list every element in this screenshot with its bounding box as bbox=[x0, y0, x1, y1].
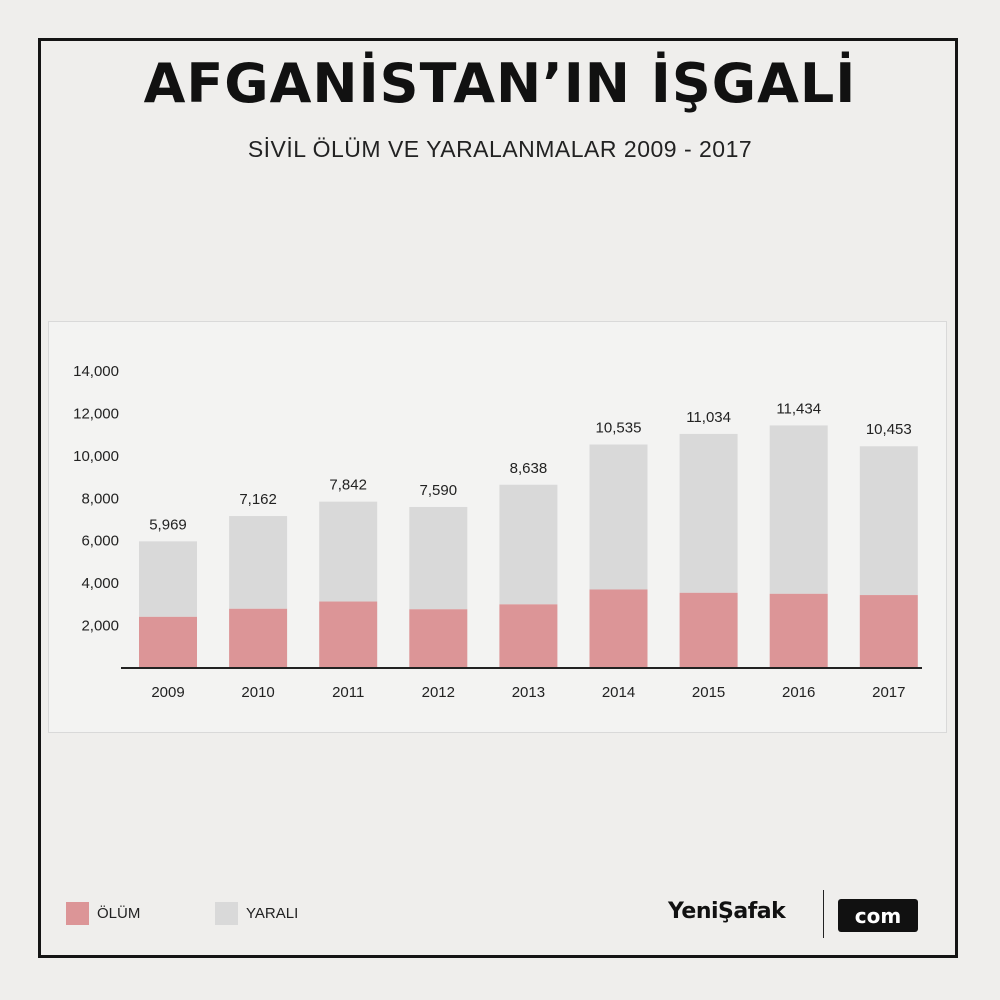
bar-segment-injured bbox=[679, 433, 738, 593]
bar-total-label: 7,590 bbox=[420, 482, 458, 499]
legend-item-injured: YARALI bbox=[215, 902, 298, 925]
x-tick-label: 2010 bbox=[241, 684, 274, 701]
y-tick-label: 2,000 bbox=[81, 618, 119, 635]
y-tick-label: 10,000 bbox=[73, 448, 119, 465]
bar-segment-injured bbox=[499, 484, 558, 605]
brand-tag: com bbox=[838, 899, 918, 932]
bar-segment-injured bbox=[229, 516, 288, 609]
bar-segment-death bbox=[409, 609, 468, 668]
chart-subtitle: SİVİL ÖLÜM VE YARALANMALAR 2009 - 2017 bbox=[247, 136, 753, 162]
bar-segment-injured bbox=[319, 501, 378, 602]
page-title: AFGANİSTAN’IN İŞGALİ bbox=[143, 52, 857, 115]
x-tick-label: 2017 bbox=[872, 684, 905, 701]
outer-frame bbox=[38, 38, 958, 958]
legend-swatch-injured bbox=[215, 902, 238, 925]
x-tick-label: 2011 bbox=[332, 684, 364, 701]
bar-total-label: 10,535 bbox=[596, 420, 642, 437]
bar-total-label: 7,842 bbox=[329, 477, 367, 494]
y-tick-label: 14,000 bbox=[73, 363, 119, 380]
x-tick-label: 2012 bbox=[422, 684, 455, 701]
y-tick-label: 4,000 bbox=[81, 575, 119, 592]
legend-item-death: ÖLÜM bbox=[66, 902, 140, 925]
bar-total-label: 7,162 bbox=[239, 491, 277, 508]
x-tick-label: 2009 bbox=[151, 684, 184, 701]
bar-segment-death bbox=[229, 608, 288, 668]
bar-segment-death bbox=[679, 592, 738, 668]
y-tick-label: 8,000 bbox=[81, 490, 119, 507]
y-tick-label: 6,000 bbox=[81, 533, 119, 550]
legend-swatch-death bbox=[66, 902, 89, 925]
bar-total-label: 10,453 bbox=[866, 421, 912, 438]
bar-segment-death bbox=[499, 604, 558, 668]
bar-total-label: 5,969 bbox=[149, 516, 187, 533]
bar-segment-death bbox=[859, 595, 918, 668]
bar-segment-injured bbox=[139, 541, 197, 617]
legend-label-injured: YARALI bbox=[246, 905, 299, 922]
bar-segment-injured bbox=[859, 446, 918, 596]
bar-total-label: 11,034 bbox=[686, 409, 731, 426]
stacked-bar-chart: 2,000 4,000 6,000 8,000 10,000 12,000 14,000 5,… bbox=[73, 363, 922, 701]
bar-segment-death bbox=[139, 616, 197, 668]
brand-divider bbox=[823, 890, 824, 938]
x-tick-label: 2015 bbox=[692, 684, 725, 701]
bar-total-label: 8,638 bbox=[510, 460, 548, 477]
bar-segment-death bbox=[769, 593, 828, 668]
chart-panel: 2,000 4,000 6,000 8,000 10,000 12,000 14,000 5,… bbox=[48, 321, 947, 733]
bar-segment-injured bbox=[769, 425, 828, 594]
x-tick-label: 2013 bbox=[512, 684, 545, 701]
legend-label-death: ÖLÜM bbox=[97, 905, 141, 922]
bar-segment-injured bbox=[409, 506, 468, 610]
bar-segment-injured bbox=[589, 444, 648, 590]
bar-total-label: 11,434 bbox=[776, 400, 821, 417]
x-tick-label: 2016 bbox=[782, 684, 815, 701]
y-tick-label: 12,000 bbox=[73, 405, 119, 422]
brand-logo: YeniŞafak bbox=[668, 899, 786, 924]
x-tick-label: 2014 bbox=[602, 684, 635, 701]
bar-segment-death bbox=[589, 589, 648, 668]
bar-segment-death bbox=[319, 601, 378, 668]
